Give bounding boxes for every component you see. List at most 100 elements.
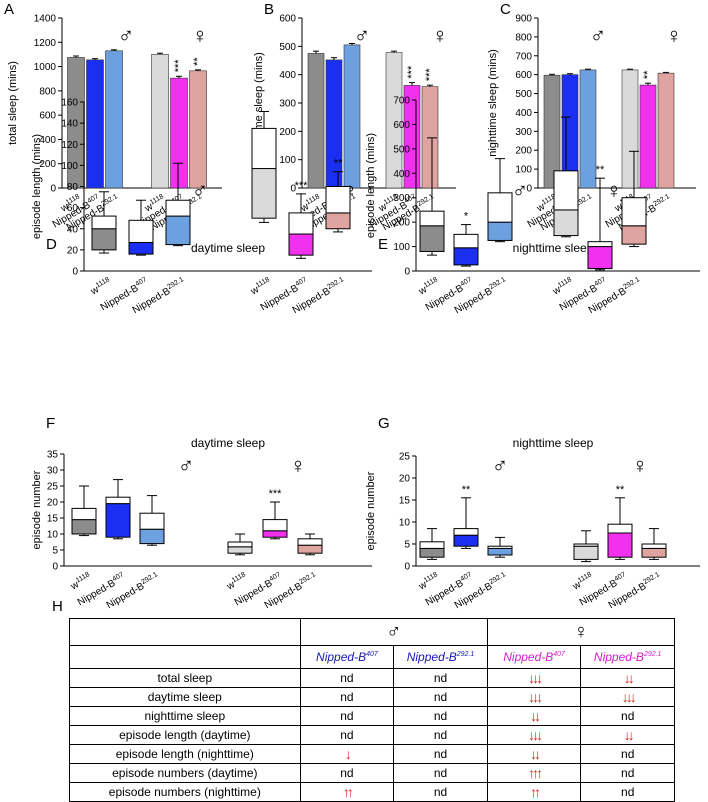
box-lower bbox=[487, 221, 513, 241]
bar bbox=[579, 69, 597, 189]
y-tick-label: 800 bbox=[39, 86, 56, 97]
panel-letter: G bbox=[378, 415, 390, 432]
female-symbol: ♀ bbox=[666, 23, 683, 48]
table-row: nighttime sleep nd nd ↓↓ nd bbox=[69, 706, 675, 726]
up-arrow-icon: ↑↑↑ bbox=[528, 765, 543, 781]
y-tick-label: 1400 bbox=[34, 14, 57, 25]
box-lower bbox=[419, 225, 445, 252]
y-tick-label: 600 bbox=[515, 70, 532, 81]
panel-letter: C bbox=[500, 1, 511, 18]
y-tick-label: 400 bbox=[39, 135, 56, 146]
significance-label: ** bbox=[642, 70, 654, 79]
table-cell: ↓↓↓ bbox=[486, 668, 582, 688]
male-symbol: ♂ bbox=[354, 23, 371, 48]
y-tick-label: 200 bbox=[515, 146, 532, 157]
female-header: ♀ bbox=[486, 618, 676, 646]
box-lower bbox=[487, 547, 513, 556]
box-lower bbox=[641, 547, 667, 558]
male-symbol: ♂ bbox=[492, 453, 509, 478]
table-cell: nd bbox=[580, 744, 675, 764]
y-axis-label: total sleep (mins) bbox=[7, 61, 19, 145]
y-tick-label: 0 bbox=[290, 184, 296, 195]
box-upper bbox=[139, 512, 165, 530]
y-axis-label: episode length (mins) bbox=[365, 133, 377, 238]
y-tick-label: 600 bbox=[39, 111, 56, 122]
male-symbol: ♂ bbox=[192, 178, 209, 203]
male-symbol: ♂ bbox=[178, 453, 195, 478]
male-symbol: ♂ bbox=[118, 23, 135, 48]
y-tick-label: 1000 bbox=[34, 62, 57, 73]
bar bbox=[639, 84, 657, 189]
significance-label: *** bbox=[173, 59, 185, 73]
female-symbol: ♀ bbox=[632, 453, 649, 478]
significance-label: * bbox=[464, 211, 469, 223]
table-row: daytime sleep nd nd ↓↓↓ ↓↓↓ bbox=[69, 687, 675, 707]
chart-title: nighttime sleep bbox=[513, 241, 594, 255]
male-symbol: ♂ bbox=[512, 178, 529, 203]
box-lower bbox=[139, 528, 165, 545]
table-cell: ↓↓ bbox=[486, 706, 582, 726]
box-lower bbox=[607, 532, 633, 558]
y-tick-label: 200 bbox=[279, 127, 296, 138]
bar bbox=[105, 50, 123, 189]
y-axis-label: nighttime sleep (mins) bbox=[487, 49, 499, 157]
y-tick-label: 600 bbox=[393, 120, 410, 131]
box-lower bbox=[227, 546, 253, 554]
box-lower bbox=[91, 228, 117, 251]
table-row: total sleep nd nd ↓↓↓ ↓↓ bbox=[69, 668, 675, 688]
bar bbox=[621, 69, 639, 189]
y-tick-label: 300 bbox=[393, 193, 410, 204]
box-upper bbox=[262, 519, 288, 532]
table-cell: ↓↓ bbox=[486, 744, 582, 764]
table-cell: nd bbox=[299, 668, 395, 688]
table-cell: nd bbox=[393, 744, 488, 764]
y-tick-label: 40 bbox=[67, 224, 79, 235]
bar bbox=[343, 44, 361, 189]
table-cell: ↓ bbox=[299, 744, 395, 764]
panel-letter: E bbox=[378, 236, 388, 253]
up-arrow-icon: ↑↑ bbox=[530, 784, 541, 800]
table-cell: nd bbox=[580, 782, 675, 802]
table-cell: nd bbox=[393, 763, 488, 783]
box-upper bbox=[165, 199, 191, 217]
box-upper bbox=[105, 496, 131, 505]
y-tick-label: 0 bbox=[52, 562, 58, 573]
significance-label: *** bbox=[269, 488, 283, 500]
summary-table: ♂ ♀ Nipped-B407 Nipped-B292.1 Nipped-B407 Nip… bbox=[69, 618, 676, 802]
row-label: daytime sleep bbox=[69, 687, 301, 707]
table-cell: nd bbox=[299, 687, 395, 707]
y-tick-label: 10 bbox=[47, 530, 59, 541]
box-lower bbox=[621, 225, 647, 245]
table-cell: ↓↓ bbox=[580, 725, 675, 745]
down-arrow-icon: ↓↓↓ bbox=[528, 670, 543, 686]
panel-letter: D bbox=[46, 236, 57, 253]
down-arrow-icon: ↓↓↓ bbox=[528, 727, 543, 743]
category-label: w1118 bbox=[224, 571, 250, 593]
panel-letter: A bbox=[4, 1, 14, 18]
table-row: episode numbers (daytime) nd nd ↑↑↑ nd bbox=[69, 763, 675, 783]
row-label: episode numbers (daytime) bbox=[69, 763, 301, 783]
table-cell: nd bbox=[393, 706, 488, 726]
y-tick-label: 80 bbox=[67, 182, 79, 193]
y-tick-label: 140 bbox=[61, 119, 78, 130]
significance-label: ** bbox=[462, 484, 471, 496]
table-cell: nd bbox=[393, 782, 488, 802]
box-upper bbox=[487, 545, 513, 549]
y-tick-label: 400 bbox=[393, 169, 410, 180]
box-lower bbox=[325, 212, 351, 230]
table-row: episode length (daytime) nd nd ↓↓↓ ↓↓ bbox=[69, 725, 675, 745]
y-tick-label: 160 bbox=[61, 98, 78, 109]
box-upper bbox=[71, 507, 97, 521]
y-tick-label: 500 bbox=[393, 144, 410, 155]
box-lower bbox=[262, 530, 288, 538]
box-lower bbox=[419, 547, 445, 558]
bar bbox=[421, 86, 439, 189]
significance-label: ** bbox=[616, 484, 625, 496]
table-cell: ↓↓↓ bbox=[486, 687, 582, 707]
box-lower bbox=[453, 534, 479, 547]
female-symbol: ♀ bbox=[192, 23, 209, 48]
table-header-genotype: Nipped-B407 Nipped-B292.1 Nipped-B407 Nippe… bbox=[69, 645, 675, 669]
